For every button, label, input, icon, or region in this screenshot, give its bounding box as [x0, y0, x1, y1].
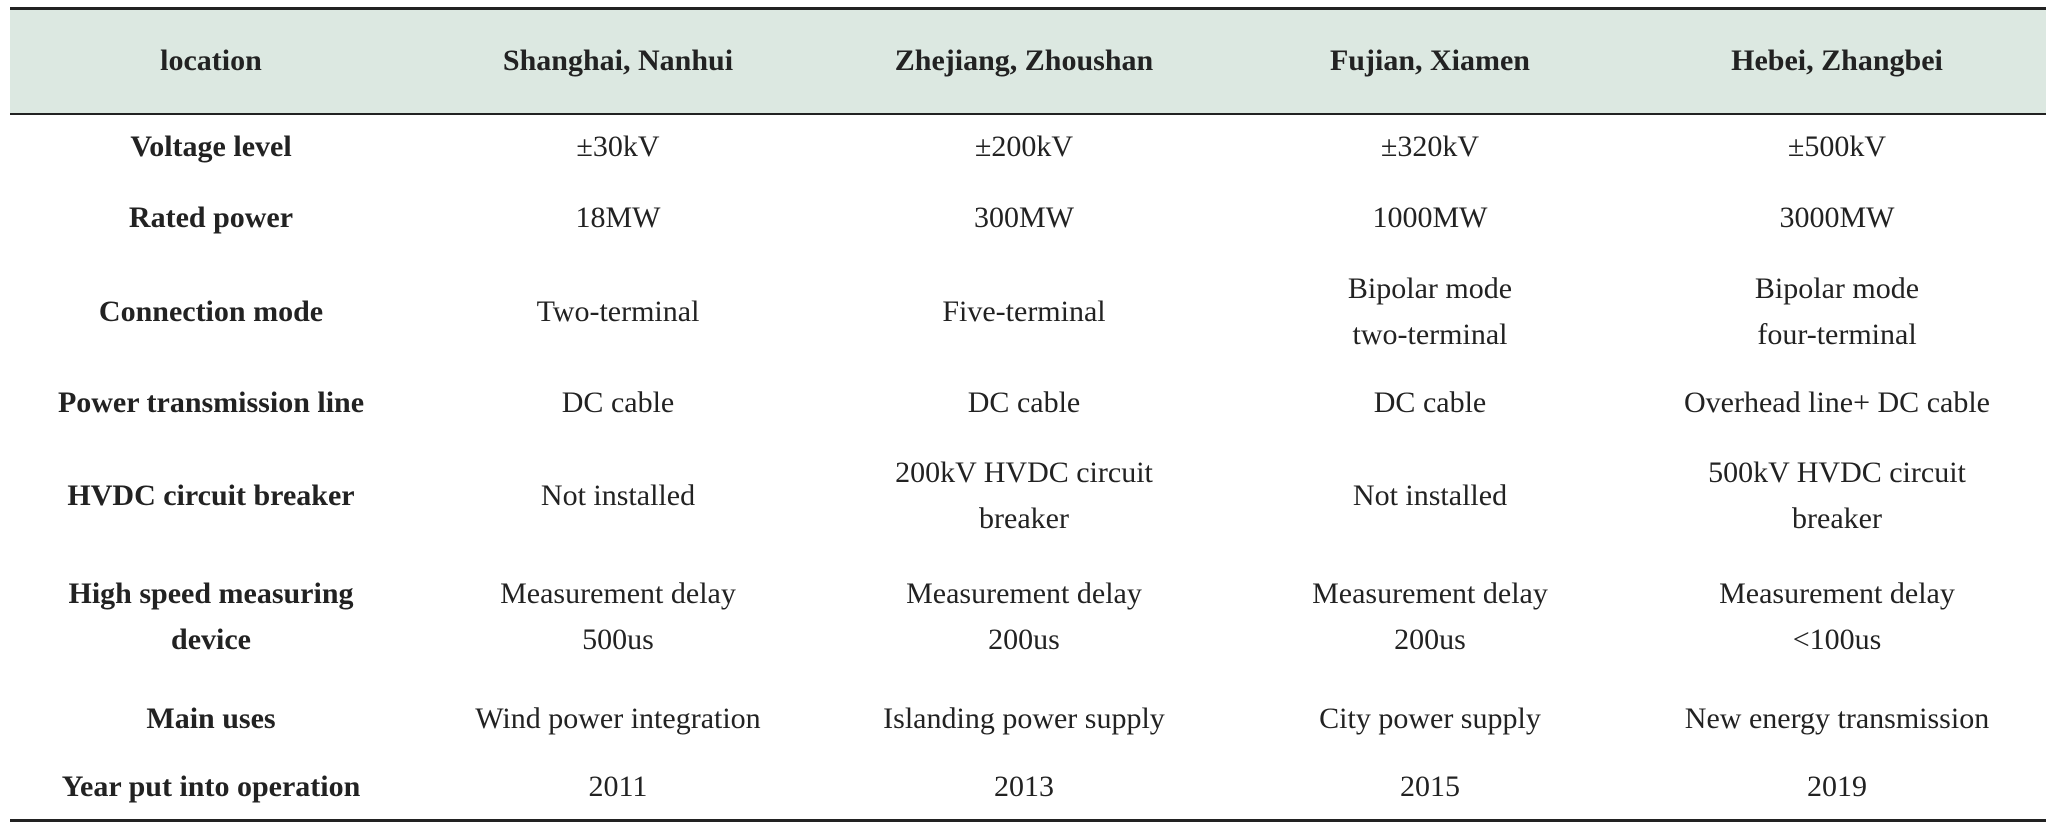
table-cell: ±30kV — [576, 130, 660, 163]
row-label: High speed measuring device — [68, 577, 354, 656]
header-background — [10, 8, 2046, 114]
row-label: Main uses — [146, 702, 276, 735]
table-cell: 300MW — [974, 201, 1074, 234]
table-cell: DC cable — [1373, 386, 1487, 419]
table-cell: Wind power integration — [475, 702, 761, 735]
table-cell: Measurement delay 200us — [1312, 577, 1548, 656]
table-cell: Not installed — [1352, 479, 1508, 512]
table-cell: ±200kV — [974, 130, 1074, 163]
table-cell: Bipolar mode four-terminal — [1754, 272, 1920, 351]
row-label: Rated power — [128, 201, 294, 234]
bottom-rule — [10, 819, 2046, 822]
table-cell: New energy transmission — [1684, 702, 1990, 735]
table-cell: DC cable — [967, 386, 1081, 419]
row-label: Voltage level — [130, 130, 292, 163]
table-cell: 200kV HVDC circuit breaker — [895, 456, 1153, 535]
table-cell: Measurement delay <100us — [1719, 577, 1955, 656]
table-cell: Two-terminal — [536, 295, 700, 328]
row-label: HVDC circuit breaker — [67, 479, 355, 512]
header-cell: Shanghai, Nanhui — [502, 44, 734, 77]
header-cell: Hebei, Zhangbei — [1731, 44, 1943, 77]
table-cell: 500kV HVDC circuit breaker — [1708, 456, 1966, 535]
header-cell: location — [160, 44, 262, 77]
table-cell: 2019 — [1807, 770, 1867, 803]
table-cell: Five-terminal — [942, 295, 1106, 328]
header-rule — [10, 113, 2046, 115]
table-cell: 1000MW — [1372, 201, 1488, 234]
table-cell: Not installed — [540, 479, 696, 512]
table-cell: 2015 — [1400, 770, 1460, 803]
table-cell: 2011 — [588, 770, 648, 803]
header-cell: Fujian, Xiamen — [1329, 44, 1530, 77]
row-label: Connection mode — [98, 295, 324, 328]
table-cell: City power supply — [1319, 702, 1541, 735]
table-cell: Overhead line+ DC cable — [1684, 386, 1990, 419]
table-cell: Bipolar mode two-terminal — [1347, 272, 1513, 351]
table-cell: ±320kV — [1380, 130, 1480, 163]
table-cell: Islanding power supply — [883, 702, 1165, 735]
table-cell: Measurement delay 200us — [906, 577, 1142, 656]
row-label: Year put into operation — [61, 770, 361, 803]
table-cell: ±500kV — [1787, 130, 1887, 163]
table-cell: Measurement delay 500us — [500, 577, 736, 656]
top-rule — [10, 7, 2046, 10]
table-cell: 2013 — [994, 770, 1054, 803]
header-cell: Zhejiang, Zhoushan — [894, 44, 1154, 77]
table-cell: DC cable — [561, 386, 675, 419]
table-cell: 3000MW — [1779, 201, 1895, 234]
row-label: Power transmission line — [57, 386, 365, 419]
table-cell: 18MW — [575, 201, 661, 234]
